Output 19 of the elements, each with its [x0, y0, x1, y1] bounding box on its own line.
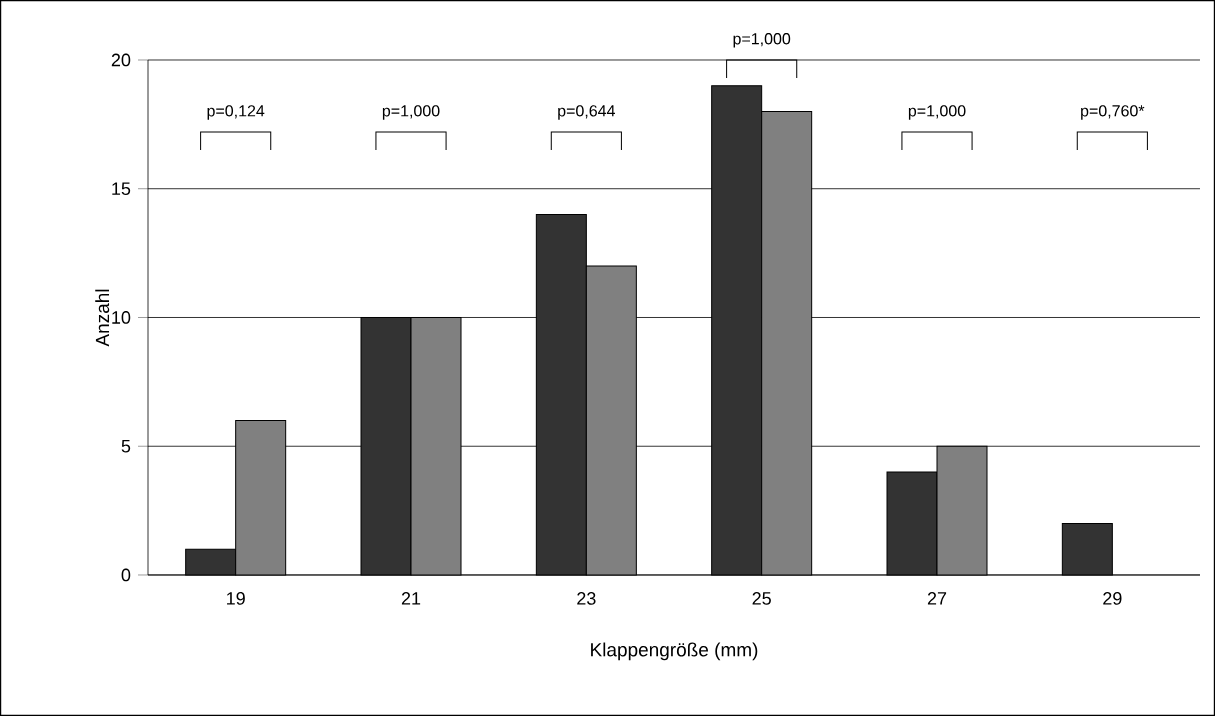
annotation: p=0,644 — [558, 105, 616, 120]
annotation: p=1,000 — [382, 105, 440, 120]
x-tick-label: 29 — [1103, 592, 1122, 605]
y-tick-label: 10 — [112, 311, 131, 324]
x-tick-label: 27 — [927, 592, 947, 605]
annotation: p=0,124 — [207, 105, 265, 120]
x-axis-title: Klappengröße (mm) — [591, 642, 758, 661]
y-axis-title: Anzahl — [95, 289, 110, 347]
annotation: p=1,000 — [908, 105, 966, 120]
text: p=1,000 — [733, 33, 791, 48]
x-tick-label: 19 — [227, 592, 245, 605]
y-tick-label: 0 — [121, 568, 131, 582]
y-tick-label: 5 — [121, 439, 131, 453]
x-tick-label: 21 — [401, 592, 421, 605]
y-tick-label: 15 — [112, 182, 131, 196]
y-tick-label: 20 — [111, 53, 131, 67]
x-tick-label: 25 — [752, 592, 771, 605]
annotation: p=0,760* — [1081, 105, 1145, 120]
x-tick-label: 23 — [577, 592, 596, 605]
